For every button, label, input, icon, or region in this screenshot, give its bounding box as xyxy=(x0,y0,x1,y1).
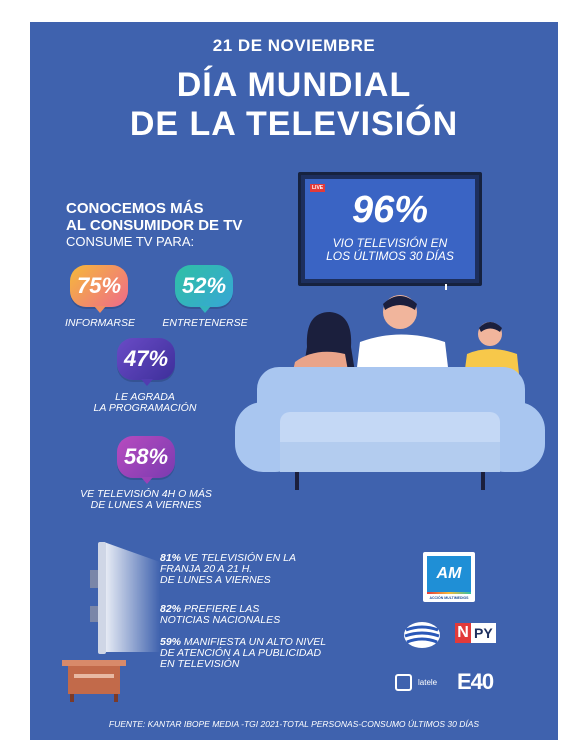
npy-n: N xyxy=(455,623,471,643)
npy-logo: N PY xyxy=(455,622,496,644)
latele-tv-icon xyxy=(395,674,412,691)
am-color-bar xyxy=(427,592,471,594)
channel-globe-logo xyxy=(404,622,440,648)
latele-logo: latele xyxy=(395,674,437,691)
title-line-1: DÍA MUNDIAL xyxy=(176,66,412,104)
tv-stand xyxy=(445,284,447,290)
stat-81-percent: 81% xyxy=(160,552,182,564)
stat-82-percent: 82% xyxy=(160,603,182,615)
bubble-label-4h-line-1: VE TELEVISIÓN 4H O MÁS xyxy=(80,488,212,500)
stat-59-text: MANIFIESTA UN ALTO NIVEL xyxy=(181,636,327,648)
stat-59-percent: 59% xyxy=(160,636,182,648)
stat-81-line-2: FRANJA 20 A 21 H. xyxy=(160,563,253,575)
stat-81-line-1: 81% VE TELEVISIÓN EN LA xyxy=(160,552,296,565)
stat-81-text: VE TELEVISIÓN EN LA xyxy=(181,552,296,564)
tv-caption-line-1: VIO TELEVISIÓN EN xyxy=(332,236,448,250)
e40-logo: E40 xyxy=(457,669,494,694)
bubble-percent: 52% xyxy=(181,273,227,298)
stat-82-line-1: 82% PREFIERE LAS xyxy=(160,603,260,616)
bubble-label-4h-line-2: DE LUNES A VIERNES xyxy=(90,499,202,511)
bubble-percent: 58% xyxy=(123,444,169,469)
stat-bubble-programacion: 47% xyxy=(117,338,175,386)
television-graphic: LIVE 96% VIO TELEVISIÓN EN LOS ÚLTIMOS 3… xyxy=(298,172,482,286)
tv-caption-line-2: LOS ÚLTIMOS 30 DÍAS xyxy=(326,249,454,263)
bubble-label-informarse: INFORMARSE xyxy=(64,317,135,329)
tv-on-cabinet-illustration xyxy=(62,542,160,702)
consumer-heading-line-2: AL CONSUMIDOR DE TV xyxy=(66,217,243,234)
stat-59-line-1: 59% MANIFIESTA UN ALTO NIVEL xyxy=(160,636,327,649)
bubble-percent: 75% xyxy=(76,273,122,298)
bubble-label-programacion-line-2: LA PROGRAMACIÓN xyxy=(93,402,197,414)
stat-82-line-2: NOTICIAS NACIONALES xyxy=(160,614,281,626)
stat-59-line-3: EN TELEVISIÓN xyxy=(160,658,240,670)
tv-screen: LIVE 96% VIO TELEVISIÓN EN LOS ÚLTIMOS 3… xyxy=(305,179,475,279)
stat-bubble-4h: 58% xyxy=(117,436,175,484)
tv-percent: 96% xyxy=(351,189,429,231)
stat-82-text: PREFIERE LAS xyxy=(181,603,260,615)
bubble-label-programacion-line-1: LE AGRADA xyxy=(115,391,175,403)
stat-bubble-entretenerse: 52% xyxy=(175,265,233,313)
date-heading: 21 DE NOVIEMBRE xyxy=(212,36,376,55)
stat-bubble-informarse: 75% xyxy=(70,265,128,313)
stat-59-line-2: DE ATENCIÓN A LA PUBLICIDAD xyxy=(160,647,322,659)
bubble-percent: 47% xyxy=(123,346,169,371)
title-line-2: DE LA TELEVISIÓN xyxy=(129,105,459,143)
am-caption: ACCIÓN MULTIMEDIOS xyxy=(429,596,469,600)
npy-py: PY xyxy=(471,623,496,643)
tv-caption: VIO TELEVISIÓN EN LOS ÚLTIMOS 30 DÍAS xyxy=(305,237,475,263)
infographic-poster: 21 DE NOVIEMBRE DÍA MUNDIAL DE LA TELEVI… xyxy=(30,22,558,740)
am-mark: AM xyxy=(427,556,471,592)
consumer-heading-line-1: CONOCEMOS MÁS xyxy=(66,200,204,217)
stat-81-line-3: DE LUNES A VIERNES xyxy=(160,574,271,586)
consumer-subheading: CONSUME TV PARA: xyxy=(66,234,195,249)
accion-multimedios-logo: AM ACCIÓN MULTIMEDIOS xyxy=(423,552,475,602)
latele-text: latele xyxy=(418,678,438,687)
couch xyxy=(235,367,545,490)
live-badge: LIVE xyxy=(310,184,326,192)
bubble-label-entretenerse: ENTRETENERSE xyxy=(162,317,248,329)
source-footnote: FUENTE: KANTAR IBOPE MEDIA -TGI 2021-TOT… xyxy=(108,719,480,729)
family-on-couch-illustration xyxy=(235,295,545,490)
